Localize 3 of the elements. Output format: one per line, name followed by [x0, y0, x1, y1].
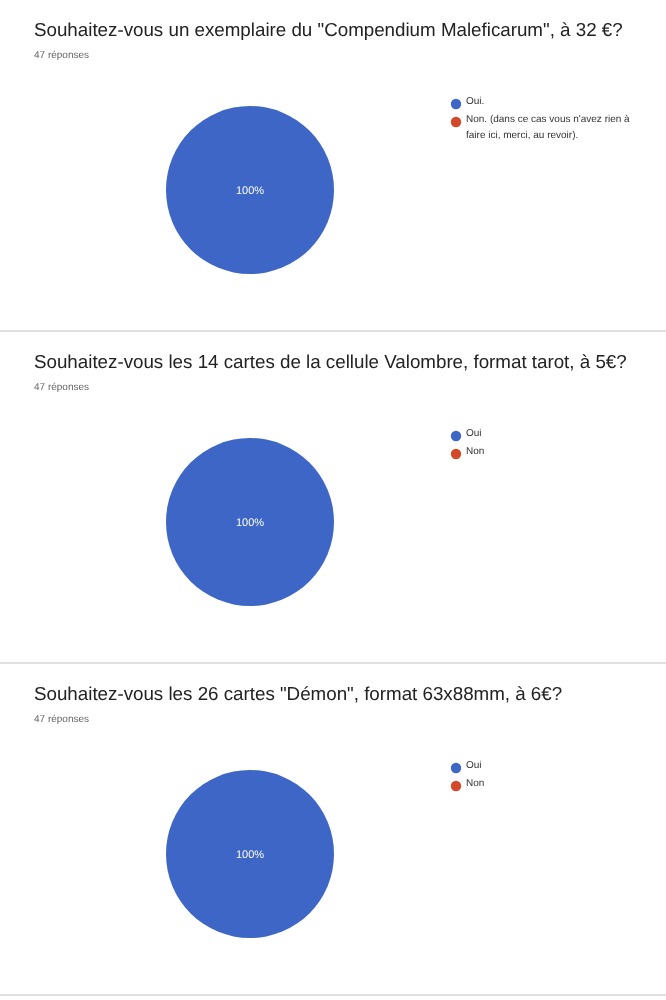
chart-title: Souhaitez-vous un exemplaire du "Compendium Maleficarum", à 32 €? [34, 18, 623, 40]
chart-title: Souhaitez-vous les 26 cartes "Démon", format 63x88mm, à 6€? [34, 682, 563, 704]
chart-title: Souhaitez-vous les 14 cartes de la cellule Valombre, format tarot, à 5€? [34, 350, 627, 372]
